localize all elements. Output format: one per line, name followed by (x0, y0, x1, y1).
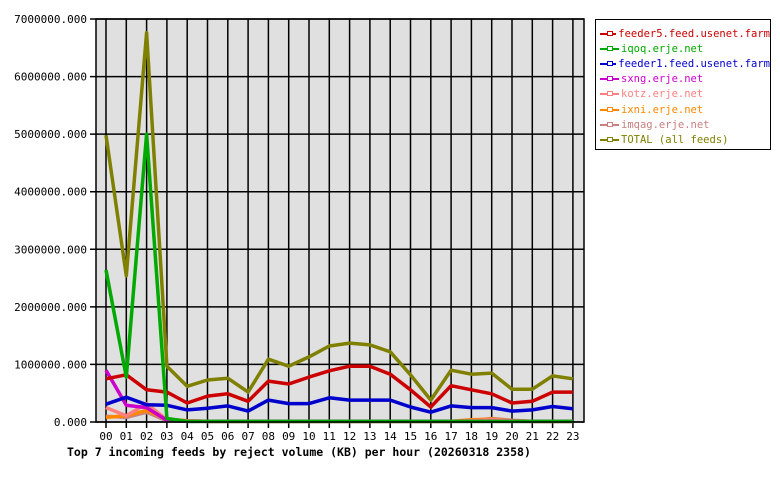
x-tick-label: 10 (302, 430, 315, 443)
legend-item: kotz.erje.net (596, 87, 770, 102)
chart-title: Top 7 incoming feeds by reject volume (K… (67, 445, 531, 459)
y-tick-label: 5000000.000 (14, 128, 87, 141)
legend-label: kotz.erje.net (621, 88, 704, 101)
legend-item: ixni.erje.net (596, 102, 770, 117)
legend-label: TOTAL (all feeds) (621, 133, 729, 146)
series-line-feeder5 (105, 364, 573, 409)
x-tick-label: 00 (99, 430, 112, 443)
chart-legend: feeder5.feed.usenet.farm iqoq.erje.net fee… (595, 19, 771, 150)
legend-label: ixni.erje.net (621, 103, 704, 116)
x-tick-label: 11 (323, 430, 336, 443)
y-tick-label: 6000000.000 (14, 71, 87, 84)
y-tick-label: 7000000.000 (14, 13, 87, 26)
x-tick-label: 06 (221, 430, 234, 443)
y-axis-tick-labels: 0.000 1000000.000 2000000.000 3000000.000 40… (14, 13, 87, 429)
y-tick-label: 2000000.000 (14, 301, 87, 314)
x-tick-label: 03 (160, 430, 173, 443)
x-tick-label: 09 (282, 430, 295, 443)
x-tick-label: 22 (546, 430, 559, 443)
x-tick-label: 14 (384, 430, 398, 443)
legend-item: feeder1.feed.usenet.farm (596, 56, 770, 71)
legend-line-marker-icon (600, 90, 619, 98)
x-tick-label: 02 (140, 430, 153, 443)
legend-label: feeder5.feed.usenet.farm (618, 27, 770, 40)
legend-line-marker-icon (600, 45, 619, 53)
legend-label: iqoq.erje.net (621, 42, 704, 55)
y-tick-label: 0.000 (54, 416, 87, 429)
x-tick-label: 07 (241, 430, 254, 443)
legend-label: feeder1.feed.usenet.farm (618, 57, 770, 70)
y-tick-label: 1000000.000 (14, 358, 87, 371)
legend-line-marker-icon (600, 60, 617, 68)
legend-item: iqoq.erje.net (596, 41, 770, 56)
plot-frame (95, 18, 585, 423)
y-tick-label: 3000000.000 (14, 243, 87, 256)
x-tick-label: 17 (444, 430, 457, 443)
x-tick-label: 01 (120, 430, 133, 443)
grid-lines (90, 18, 584, 428)
legend-label: imqag.erje.net (621, 118, 710, 131)
legend-line-marker-icon (600, 30, 617, 38)
legend-line-marker-icon (600, 136, 619, 144)
legend-line-marker-icon (600, 121, 619, 129)
legend-line-marker-icon (600, 106, 619, 114)
y-tick-label: 4000000.000 (14, 186, 87, 199)
legend-item: imqag.erje.net (596, 117, 770, 132)
x-tick-label: 16 (424, 430, 437, 443)
x-tick-label: 13 (363, 430, 376, 443)
x-tick-label: 12 (343, 430, 356, 443)
x-tick-label: 05 (201, 430, 214, 443)
x-tick-label: 15 (404, 430, 417, 443)
x-tick-label: 20 (505, 430, 518, 443)
x-tick-label: 19 (485, 430, 498, 443)
legend-label: sxng.erje.net (621, 73, 704, 86)
x-tick-label: 21 (526, 430, 539, 443)
plot-area (96, 19, 584, 422)
legend-item: sxng.erje.net (596, 72, 770, 87)
x-tick-label: 18 (465, 430, 478, 443)
legend-item: feeder5.feed.usenet.farm (596, 26, 770, 41)
x-axis-tick-labels: 00 01 02 03 04 05 06 07 08 09 10 11 12 13 14 15 16 17 18 19… (99, 430, 579, 443)
x-tick-label: 04 (181, 430, 195, 443)
legend-item: TOTAL (all feeds) (596, 132, 770, 147)
x-tick-label: 23 (566, 430, 579, 443)
x-tick-label: 08 (262, 430, 275, 443)
series-line-feeder1 (105, 395, 574, 414)
legend-line-marker-icon (600, 75, 619, 83)
series-line-total (104, 31, 574, 402)
